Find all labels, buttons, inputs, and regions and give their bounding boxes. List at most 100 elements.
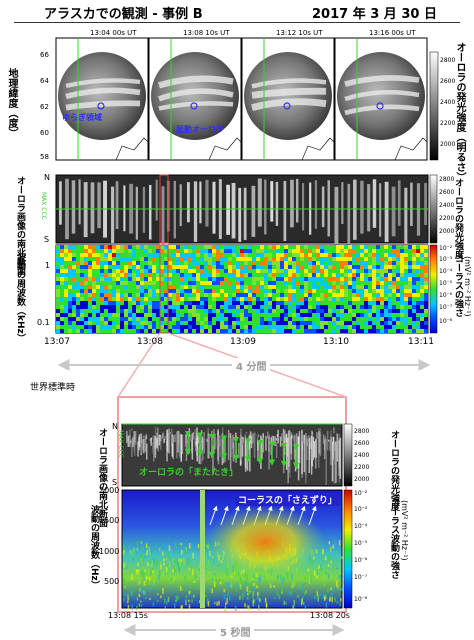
spectrogram-cell bbox=[140, 325, 144, 329]
spectrogram-zoom-speck bbox=[290, 588, 292, 595]
spectrogram-cell bbox=[172, 301, 176, 305]
spectrogram-cell bbox=[256, 305, 260, 309]
spectrogram-cell bbox=[92, 277, 96, 281]
spectrogram-cell bbox=[348, 297, 352, 301]
spectrogram-cell bbox=[320, 269, 324, 273]
keogram-zoom-streak bbox=[127, 435, 130, 447]
spectrogram-cell bbox=[224, 313, 228, 317]
spectrogram-cell bbox=[80, 313, 84, 317]
figure-title: アラスカでの観測 - 事例 B bbox=[44, 7, 203, 22]
spectrogram-cell bbox=[168, 285, 172, 289]
spectrogram-cell bbox=[120, 277, 124, 281]
spectrogram-zoom-speck bbox=[139, 554, 141, 560]
spectrogram-cell bbox=[300, 293, 304, 297]
spectrogram-zoom-speck bbox=[173, 576, 175, 582]
spectrogram-cell bbox=[340, 273, 344, 277]
spectrogram-cell bbox=[176, 277, 180, 281]
spectrogram-cell bbox=[280, 289, 284, 293]
keogram-zoom-streak bbox=[201, 436, 204, 451]
spectrogram-cell bbox=[396, 293, 400, 297]
spectrogram-zoom-speck bbox=[141, 566, 144, 570]
spectrogram-cell bbox=[312, 301, 316, 305]
spectrogram-zoom-speck bbox=[143, 578, 146, 581]
keogram-stripe bbox=[179, 184, 182, 227]
spectrogram-cell bbox=[420, 245, 424, 249]
spectrogram-cell bbox=[380, 325, 384, 329]
spectrogram-cell bbox=[80, 325, 84, 329]
spectrogram-cell bbox=[364, 257, 368, 261]
spectrogram-cell bbox=[400, 261, 404, 265]
spectrogram-cell bbox=[344, 309, 348, 313]
spectrogram-cell bbox=[168, 277, 172, 281]
spectrogram-cell bbox=[404, 301, 408, 305]
spectrogram-cell bbox=[192, 325, 196, 329]
spectrogram-cell bbox=[388, 285, 392, 289]
spectrogram-cell bbox=[176, 321, 180, 325]
keogram-top-highlight bbox=[159, 174, 169, 244]
spectrogram-cell bbox=[88, 281, 92, 285]
spectrogram-zoom-ytick-1000: 1000 bbox=[99, 547, 120, 556]
spectrogram-cell bbox=[328, 285, 332, 289]
spectrogram-zoom-speck bbox=[273, 585, 276, 588]
keogram-stripe bbox=[173, 180, 176, 239]
spectrogram-cell bbox=[236, 253, 240, 257]
spectrogram-cell bbox=[384, 309, 388, 313]
spectrogram-cell bbox=[260, 285, 264, 289]
keogram-stripe bbox=[404, 187, 408, 246]
spectrogram-zoom-speck bbox=[153, 570, 155, 576]
spectrogram-cell bbox=[120, 297, 124, 301]
spectrogram-cell bbox=[80, 305, 84, 309]
spectrogram-cell bbox=[408, 285, 412, 289]
spectrogram-cell bbox=[280, 321, 284, 325]
spectrogram-cell bbox=[364, 297, 368, 301]
spectrogram-cell bbox=[244, 273, 248, 277]
spectrogram-cell bbox=[356, 321, 360, 325]
spectrogram-zoom-speck bbox=[140, 558, 143, 563]
keogram-zoom-streak bbox=[208, 433, 210, 457]
spectrogram-cell bbox=[112, 309, 116, 313]
spectrogram-cell bbox=[228, 293, 232, 297]
spectrogram-cell bbox=[272, 261, 276, 265]
spectrogram-cell bbox=[188, 293, 192, 297]
spectrogram-zoom-speck bbox=[143, 581, 145, 586]
spectrogram-cell bbox=[376, 321, 380, 325]
spectrogram-cell bbox=[404, 305, 408, 309]
spectrogram-zoom-speck bbox=[150, 563, 153, 567]
spectrogram-cell bbox=[296, 245, 300, 249]
spectrogram-cell bbox=[124, 261, 128, 265]
spectrogram-zoom-speck bbox=[199, 568, 201, 572]
spectrogram-zoom-speck bbox=[239, 595, 241, 600]
spectrogram-zoom-speck bbox=[153, 579, 156, 586]
spectrogram-cell bbox=[60, 325, 64, 329]
spectrogram-zoom-speck bbox=[179, 561, 181, 567]
spectrogram-cell bbox=[220, 285, 224, 289]
keogram-zoom-streak bbox=[227, 429, 230, 460]
spectrogram-zoom-cbar-tick-2: 10⁻⁴ bbox=[354, 523, 368, 530]
spectrogram-cell bbox=[156, 317, 160, 321]
spectrogram-cell bbox=[168, 261, 172, 265]
spectrogram-cell bbox=[140, 285, 144, 289]
spectrogram-cell bbox=[128, 325, 132, 329]
spectrogram-cell bbox=[256, 329, 260, 333]
spectrogram-zoom-speck bbox=[225, 582, 228, 587]
keogram-stripe bbox=[111, 186, 115, 244]
spectrogram-cell bbox=[72, 281, 76, 285]
keogram-zoom-streak bbox=[176, 431, 178, 459]
spectrogram-cell bbox=[216, 317, 220, 321]
spectrogram-cell bbox=[300, 289, 304, 293]
spectrogram-cell bbox=[60, 293, 64, 297]
spectrogram-cell bbox=[236, 273, 240, 277]
spectrogram-cell bbox=[112, 321, 116, 325]
spectrogram-cell bbox=[124, 313, 128, 317]
spectrogram-cell bbox=[308, 321, 312, 325]
spectrogram-cell bbox=[88, 289, 92, 293]
keogram-top-cbar-tick-2200: 2200 bbox=[439, 215, 455, 222]
spectrogram-cell bbox=[380, 257, 384, 261]
spectrogram-cell bbox=[296, 277, 300, 281]
spectrogram-cell bbox=[416, 249, 420, 253]
spectrogram-cell bbox=[164, 293, 168, 297]
spectrogram-cell bbox=[380, 289, 384, 293]
spectrogram-cell bbox=[320, 321, 324, 325]
spectrogram-cell bbox=[76, 261, 80, 265]
spectrogram-zoom-speck bbox=[230, 582, 233, 588]
